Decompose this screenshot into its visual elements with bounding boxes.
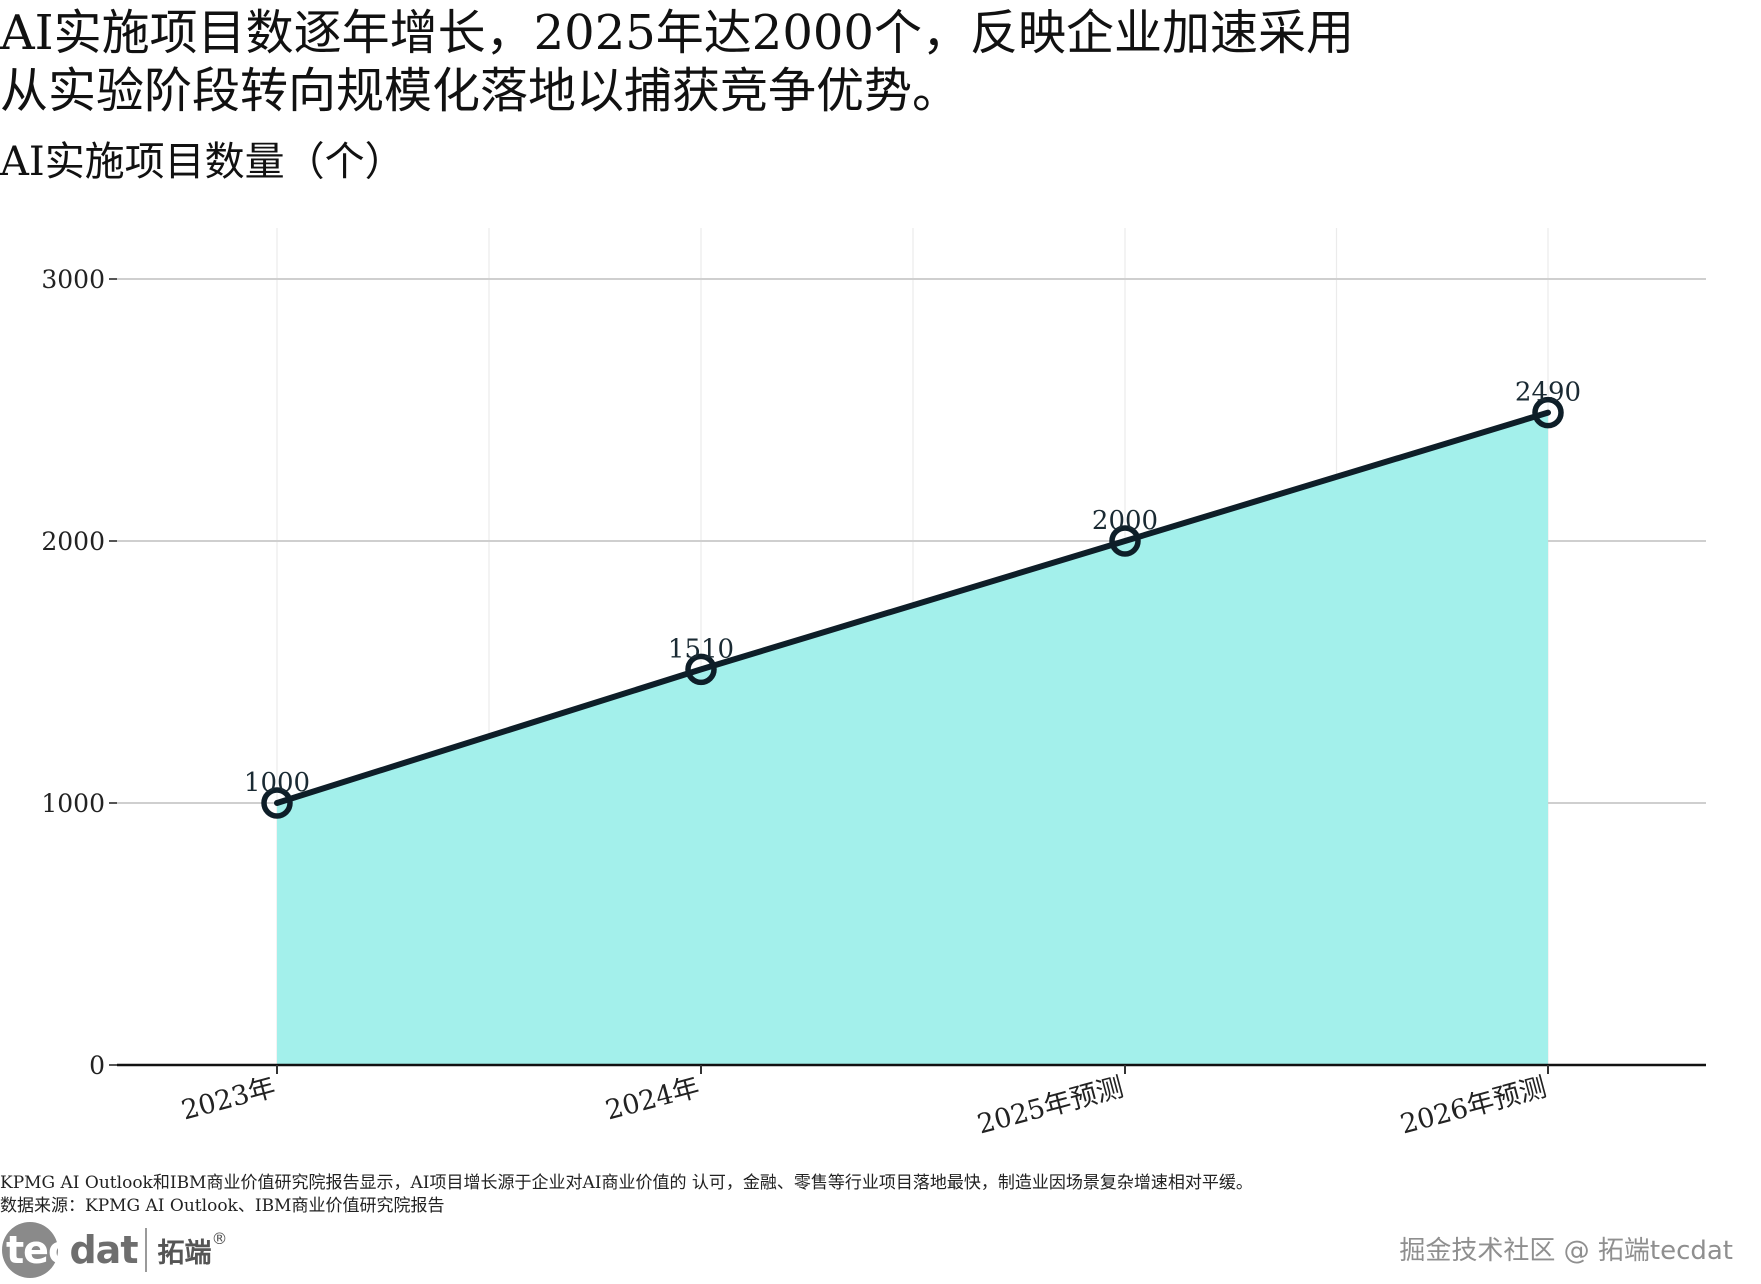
caption-note: KPMG AI Outlook和IBM商业价值研究院报告显示，AI项目增长源于企… bbox=[0, 1173, 1253, 1193]
area-fill bbox=[277, 412, 1548, 1065]
data-point bbox=[685, 653, 717, 686]
data-labels: 1000 1510 2000 2490 bbox=[244, 378, 1581, 798]
brand-logo: tecdat 拓端 ® bbox=[2, 1219, 227, 1281]
y-tick-label: 3000 bbox=[41, 265, 105, 294]
logo-wordmark: tecdat bbox=[2, 1228, 138, 1272]
logo-circle-icon bbox=[2, 1222, 58, 1278]
chart-title-line-1: AI实施项目数逐年增长，2025年达2000个，反映企业加速采用 bbox=[0, 5, 1354, 61]
data-point bbox=[261, 787, 293, 819]
data-points bbox=[261, 396, 1564, 819]
chart-title: AI实施项目数逐年增长，2025年达2000个，反映企业加速采用 从实验阶段转向… bbox=[0, 4, 1740, 120]
data-label: 2000 bbox=[1092, 506, 1158, 536]
series-line-layer bbox=[274, 409, 1551, 806]
data-point bbox=[1532, 396, 1564, 429]
data-point bbox=[1109, 525, 1141, 557]
logo-divider bbox=[145, 1228, 148, 1272]
chart-title-line-2: 从实验阶段转向规模化落地以捕获竞争优势。 bbox=[0, 63, 961, 119]
logo-text-tec: tec bbox=[6, 1228, 70, 1272]
logo-text-dat: dat bbox=[69, 1228, 138, 1272]
y-tick-label: 1000 bbox=[41, 789, 105, 818]
data-label: 1000 bbox=[244, 768, 310, 798]
logo-badge: tecdat bbox=[2, 1221, 138, 1279]
series-line bbox=[274, 409, 1551, 806]
x-tick-label: 2024年 bbox=[602, 1072, 702, 1127]
data-label: 1510 bbox=[668, 634, 734, 664]
area-fill-layer bbox=[277, 412, 1548, 1065]
y-tick-label: 2000 bbox=[41, 527, 105, 556]
caption-source: 数据来源：KPMG AI Outlook、IBM商业价值研究院报告 bbox=[0, 1196, 445, 1216]
y-tick-label: 0 bbox=[89, 1051, 105, 1080]
area-chart: 0 1000 2000 3000 2023年 2024年 2025年预测 2026年预测 10… bbox=[41, 228, 1706, 1141]
x-tick-label: 2023年 bbox=[178, 1072, 278, 1127]
data-label: 2490 bbox=[1515, 378, 1581, 408]
x-tick-label: 2026年预测 bbox=[1397, 1072, 1550, 1141]
chart-caption: KPMG AI Outlook和IBM商业价值研究院报告显示，AI项目增长源于企… bbox=[0, 1172, 1253, 1218]
chart-subtitle: AI实施项目数量（个） bbox=[0, 139, 405, 185]
watermark: 掘金技术社区 @ 拓端tecdat bbox=[1399, 1236, 1733, 1266]
x-tick-label: 2025年预测 bbox=[974, 1072, 1127, 1141]
logo-registered-mark: ® bbox=[211, 1229, 228, 1248]
logo-brand-name: 拓端 bbox=[157, 1237, 212, 1269]
